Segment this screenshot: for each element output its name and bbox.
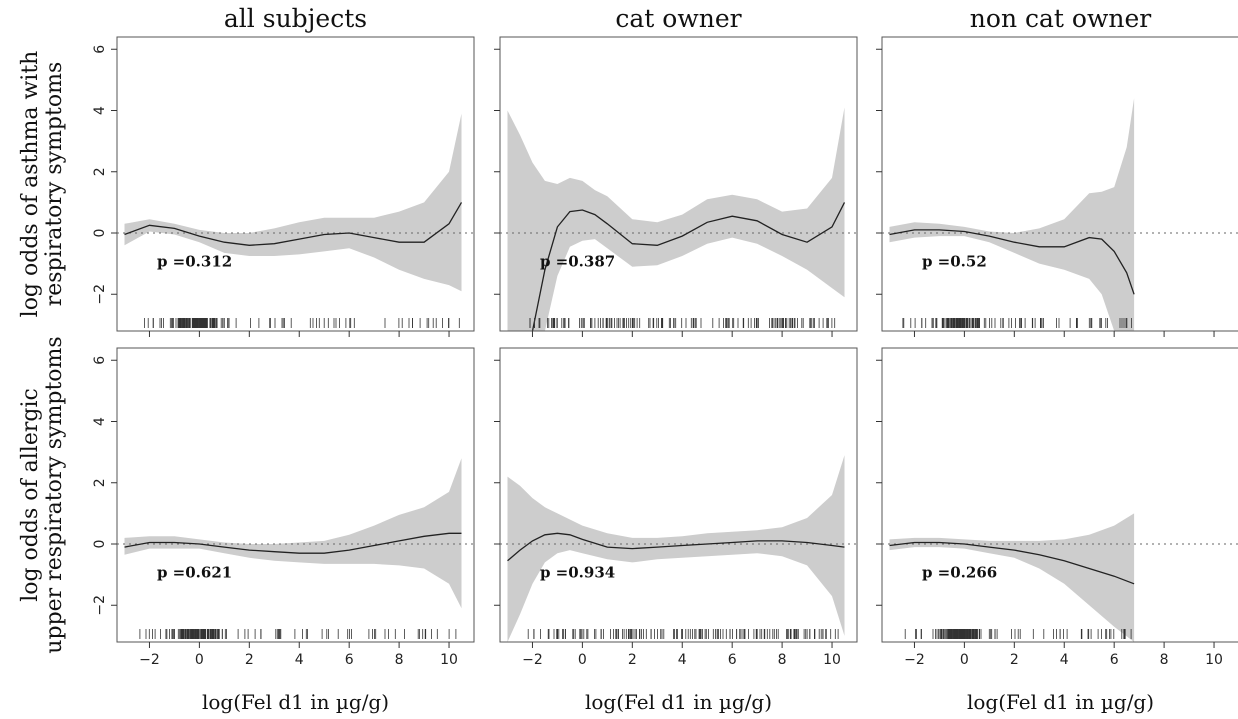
x-axis-0-2: [913, 331, 1215, 337]
panel-frame-0-1: [499, 36, 858, 332]
rug-0-2: [902, 318, 1132, 328]
row-ylabel-0-line-0: log odds of asthma with: [18, 51, 43, 318]
panel-1-2: −2 0 2 4 6 8 10 p =0.266: [876, 347, 1238, 668]
column-title-2: non cat owner: [970, 4, 1151, 33]
panel-0-1: p =0.387: [494, 36, 858, 337]
y-tick-label: 6: [92, 356, 108, 365]
x-tick-label: 2: [245, 652, 254, 668]
fit-line-1-0: [124, 532, 462, 554]
x-axis-0-0: [148, 331, 450, 337]
y-tick-label: 0: [92, 540, 108, 549]
confidence-band-0-0: [124, 113, 462, 292]
x-axis-1-1: −2 0 2 4 6 8 10: [522, 642, 841, 668]
x-axis-label-0: log(Fel d1 in µg/g): [202, 690, 389, 714]
y-axis-1-0: −2 0 2 4 6: [92, 356, 117, 616]
x-axis-1-0: −2 0 2 4 6 8 10: [139, 642, 458, 668]
panel-0-2: p =0.52: [876, 36, 1238, 337]
y-tick-label: 0: [92, 229, 108, 238]
panel-0-0: −2 0 2 4 6 p =0.312: [92, 36, 475, 337]
rug-0-0: [143, 318, 460, 328]
x-tick-label: 0: [960, 652, 969, 668]
p-value-label-1-0: p =0.621: [157, 564, 232, 582]
x-tick-label: 4: [678, 652, 687, 668]
y-tick-label: −2: [92, 595, 108, 616]
panel-frame-1-1: [499, 347, 858, 643]
y-axis-0-2: [876, 48, 882, 295]
rug-1-0: [139, 629, 457, 639]
y-tick-label: 2: [92, 167, 108, 176]
p-value-label-1-2: p =0.266: [922, 564, 997, 582]
row-ylabel-1-line-1: upper respiratory symptoms: [42, 336, 67, 653]
y-tick-label: 4: [92, 106, 108, 115]
x-tick-label: 4: [1060, 652, 1069, 668]
x-tick-label: 10: [1205, 652, 1223, 668]
column-title-1: cat owner: [615, 4, 741, 33]
panel-1-1: −2 0 2 4 6 8 10 p =0.934: [494, 347, 858, 668]
panel-frame-1-2: [881, 347, 1238, 643]
x-tick-label: 2: [1010, 652, 1019, 668]
p-value-label-0-0: p =0.312: [157, 253, 232, 271]
fit-line-1-1: [507, 532, 845, 562]
rug-1-2: [904, 629, 1132, 639]
confidence-band-0-2: [889, 98, 1135, 331]
y-axis-0-1: [494, 48, 500, 295]
x-tick-label: 0: [195, 652, 204, 668]
fit-line-0-2: [889, 229, 1135, 295]
y-axis-0-0: −2 0 2 4 6: [92, 45, 117, 305]
panel-1-0: −2 0 2 4 6 −2 0 2 4 6 8 10 p =0.621: [92, 347, 475, 668]
rug-1-1: [527, 629, 839, 639]
fit-line-0-0: [124, 202, 463, 246]
fit-line-0-1: [531, 202, 846, 331]
x-tick-label: −2: [904, 652, 925, 668]
p-value-label-1-1: p =0.934: [540, 564, 615, 582]
x-tick-label: 2: [628, 652, 637, 668]
y-axis-1-2: [876, 359, 882, 606]
x-tick-label: 6: [345, 652, 354, 668]
x-tick-label: 6: [1110, 652, 1119, 668]
y-tick-label: −2: [92, 284, 108, 305]
fit-line-1-2: [889, 541, 1135, 585]
x-tick-label: 0: [578, 652, 587, 668]
panel-frame-0-0: [116, 36, 475, 332]
x-tick-label: 6: [728, 652, 737, 668]
confidence-band-1-2: [889, 513, 1135, 642]
x-axis-0-1: [531, 331, 833, 337]
row-ylabel-0-line-1: respiratory symptoms: [42, 62, 67, 307]
x-tick-label: 10: [823, 652, 841, 668]
y-tick-label: 2: [92, 478, 108, 487]
y-axis-1-1: [494, 359, 500, 606]
rug-0-1: [529, 318, 836, 328]
x-tick-label: 8: [395, 652, 404, 668]
confidence-band-1-0: [124, 458, 462, 609]
y-tick-label: 4: [92, 417, 108, 426]
row-ylabel-1-line-0: log odds of allergic: [18, 388, 43, 602]
confidence-band-0-1: [507, 107, 845, 331]
p-value-label-0-2: p =0.52: [922, 253, 987, 271]
x-axis-1-2: −2 0 2 4 6 8 10: [904, 642, 1223, 668]
panel-frame-0-2: [881, 36, 1238, 332]
x-axis-label-1: log(Fel d1 in µg/g): [585, 690, 772, 714]
x-tick-label: 8: [1160, 652, 1169, 668]
confidence-band-1-1: [507, 455, 845, 642]
x-tick-label: 8: [778, 652, 787, 668]
x-tick-label: −2: [522, 652, 543, 668]
panel-frame-1-0: [116, 347, 475, 643]
p-value-label-0-1: p =0.387: [540, 253, 615, 271]
y-tick-label: 6: [92, 45, 108, 54]
x-tick-label: 10: [440, 652, 458, 668]
column-title-0: all subjects: [224, 4, 367, 33]
x-tick-label: −2: [139, 652, 160, 668]
x-tick-label: 4: [295, 652, 304, 668]
x-axis-label-2: log(Fel d1 in µg/g): [967, 690, 1154, 714]
